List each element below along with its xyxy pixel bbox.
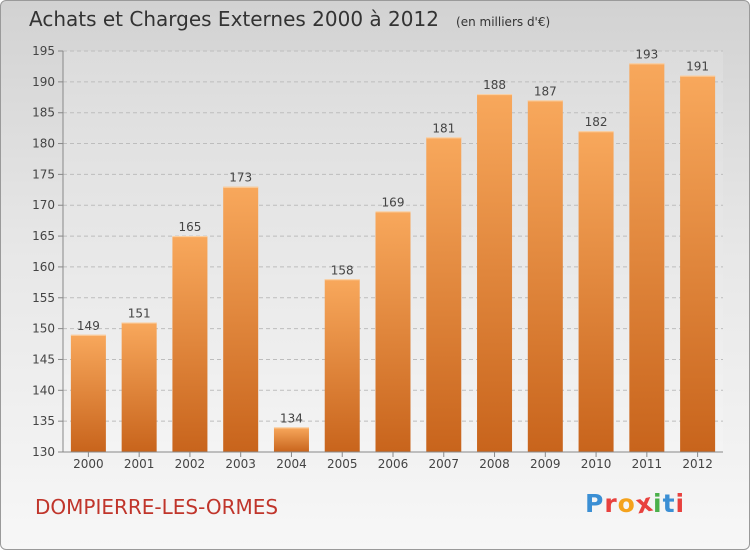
title-row: Achats et Charges Externes 2000 à 2012 (… <box>29 7 550 31</box>
bar-value-label: 158 <box>331 263 354 277</box>
bar-value-label: 134 <box>280 411 303 425</box>
y-tick-label: 150 <box>32 322 55 336</box>
bar-value-label: 181 <box>432 121 455 135</box>
chart-title: Achats et Charges Externes 2000 à 2012 <box>29 7 439 31</box>
bar-2012[interactable] <box>680 75 716 452</box>
x-tick-label: 2009 <box>530 457 561 471</box>
x-tick-label: 2010 <box>581 457 612 471</box>
y-tick-label: 180 <box>32 137 55 151</box>
y-tick-label: 155 <box>32 291 55 305</box>
bar-value-label: 182 <box>585 115 608 129</box>
x-tick-label: 2007 <box>428 457 459 471</box>
y-tick-label: 195 <box>32 44 55 58</box>
logo-letter: r <box>604 489 618 518</box>
x-tick-label: 2006 <box>378 457 409 471</box>
chart-unit: (en milliers d'€) <box>456 15 551 29</box>
bar-2008[interactable] <box>477 94 513 452</box>
bar-value-label: 187 <box>534 84 557 98</box>
bars <box>70 63 716 452</box>
bar-value-label: 188 <box>483 78 506 92</box>
x-tick-label: 2003 <box>225 457 256 471</box>
labels: 130 135 140 145 150 155 160 165 170 175 180 185 190 1… <box>32 44 713 471</box>
bar-value-label: 151 <box>128 306 151 320</box>
bar-2004[interactable] <box>273 427 309 452</box>
bar-2000[interactable] <box>70 334 106 452</box>
logo-letter: P <box>585 489 605 518</box>
y-tick-label: 145 <box>32 352 55 366</box>
y-tick-label: 140 <box>32 383 55 397</box>
y-tick-label: 190 <box>32 75 55 89</box>
x-tick-label: 2000 <box>73 457 104 471</box>
bar-value-label: 165 <box>178 220 201 234</box>
bar-value-label: 191 <box>686 60 709 74</box>
x-tick-label: 2005 <box>327 457 358 471</box>
bar-2007[interactable] <box>426 137 462 452</box>
y-tick-label: 135 <box>32 414 55 428</box>
logo-letter: t <box>662 489 676 518</box>
x-tick-label: 2011 <box>632 457 663 471</box>
x-tick-label: 2004 <box>276 457 307 471</box>
bar-2006[interactable] <box>375 211 411 452</box>
y-tick-label: 185 <box>32 106 55 120</box>
bar-2002[interactable] <box>172 236 208 452</box>
bar-value-label: 169 <box>382 195 405 209</box>
proxiti-logo[interactable]: Proxiti <box>585 488 686 520</box>
bar-value-label: 173 <box>229 171 252 185</box>
bar-value-label: 193 <box>635 47 658 61</box>
y-tick-label: 170 <box>32 198 55 212</box>
x-tick-label: 2002 <box>175 457 206 471</box>
logo-letter: o <box>617 489 636 518</box>
y-tick-label: 165 <box>32 229 55 243</box>
commune-name: DOMPIERRE-LES-ORMES <box>35 495 279 519</box>
y-tick-label: 160 <box>32 260 55 274</box>
x-tick-label: 2008 <box>479 457 510 471</box>
bar-2005[interactable] <box>324 279 360 452</box>
axes <box>58 50 723 457</box>
bar-2009[interactable] <box>527 100 563 452</box>
bar-value-label: 149 <box>77 319 100 333</box>
x-tick-label: 2001 <box>124 457 155 471</box>
y-tick-label: 175 <box>32 167 55 181</box>
bar-2001[interactable] <box>121 322 157 452</box>
logo-letter: i <box>653 489 663 518</box>
bar-2003[interactable] <box>223 186 259 452</box>
logo-letter: i <box>675 489 686 518</box>
y-tick-label: 130 <box>32 445 55 459</box>
bar-2010[interactable] <box>578 131 614 452</box>
x-tick-label: 2012 <box>682 457 713 471</box>
bar-2011[interactable] <box>629 63 665 452</box>
